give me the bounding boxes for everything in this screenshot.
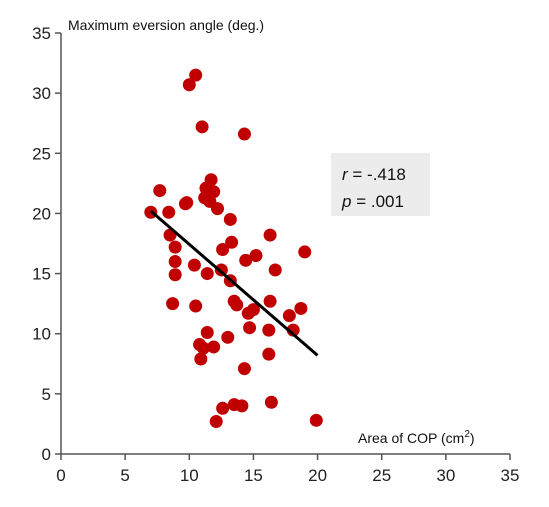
x-tick-label: 15 [244, 466, 263, 485]
x-tick-label: 10 [180, 466, 199, 485]
y-tick-label: 15 [32, 265, 51, 284]
y-tick-label: 10 [32, 325, 51, 344]
data-point [209, 415, 223, 429]
data-point [249, 249, 263, 263]
data-point [200, 326, 214, 340]
data-point [294, 301, 308, 315]
data-point [153, 184, 167, 198]
data-point [243, 321, 257, 335]
data-point [196, 341, 210, 355]
y-axis-ticks [55, 32, 61, 455]
data-point [216, 401, 230, 415]
data-point [263, 294, 277, 308]
x-tick-label: 0 [56, 466, 65, 485]
data-point [237, 127, 251, 141]
y-tick-label: 35 [32, 24, 51, 43]
data-point [241, 306, 255, 320]
data-point [309, 413, 323, 427]
data-point [207, 340, 221, 354]
data-points [144, 68, 323, 429]
data-point [180, 196, 194, 210]
data-point [298, 245, 312, 259]
data-point [168, 255, 182, 269]
data-point [168, 240, 182, 254]
data-point [262, 347, 276, 361]
data-point [235, 399, 249, 413]
x-tick-label: 35 [501, 466, 520, 485]
y-tick-label: 5 [42, 385, 51, 404]
data-point [268, 263, 282, 277]
x-tick-label: 30 [436, 466, 455, 485]
x-axis-title: Area of COP (cm2) [358, 429, 475, 446]
data-point [262, 323, 276, 337]
x-axis-ticks [60, 454, 511, 460]
y-tick-label: 0 [42, 445, 51, 464]
y-tick-label: 30 [32, 84, 51, 103]
data-point [200, 267, 214, 281]
trend-line [149, 209, 319, 357]
data-point [223, 212, 237, 226]
data-point [187, 258, 201, 272]
data-point [264, 395, 278, 409]
r-statistic: r = -.418 [342, 165, 406, 184]
stats-annotation-box [331, 153, 430, 216]
y-tick-labels: 0 5 10 15 20 25 30 35 [32, 24, 51, 464]
data-point [194, 352, 208, 366]
data-point [239, 253, 253, 267]
data-point [189, 68, 203, 82]
data-point [195, 120, 209, 134]
data-point [168, 268, 182, 282]
data-point [216, 243, 230, 257]
data-point [282, 309, 296, 323]
x-tick-label: 20 [308, 466, 327, 485]
data-point [211, 202, 225, 216]
data-point [182, 78, 196, 92]
x-tick-labels: 0 5 10 15 20 25 30 35 [56, 466, 519, 485]
data-point [221, 330, 235, 344]
x-tick-label: 5 [120, 466, 129, 485]
data-point [166, 297, 180, 311]
y-axis-title: Maximum eversion angle (deg.) [68, 17, 264, 33]
y-tick-label: 20 [32, 204, 51, 223]
data-point [162, 205, 176, 219]
data-point [263, 228, 277, 242]
data-point [230, 298, 244, 312]
data-point [237, 362, 251, 376]
data-point [189, 299, 203, 313]
y-tick-label: 25 [32, 144, 51, 163]
x-tick-label: 25 [372, 466, 391, 485]
p-statistic: p = .001 [341, 192, 404, 211]
data-point [225, 235, 239, 249]
